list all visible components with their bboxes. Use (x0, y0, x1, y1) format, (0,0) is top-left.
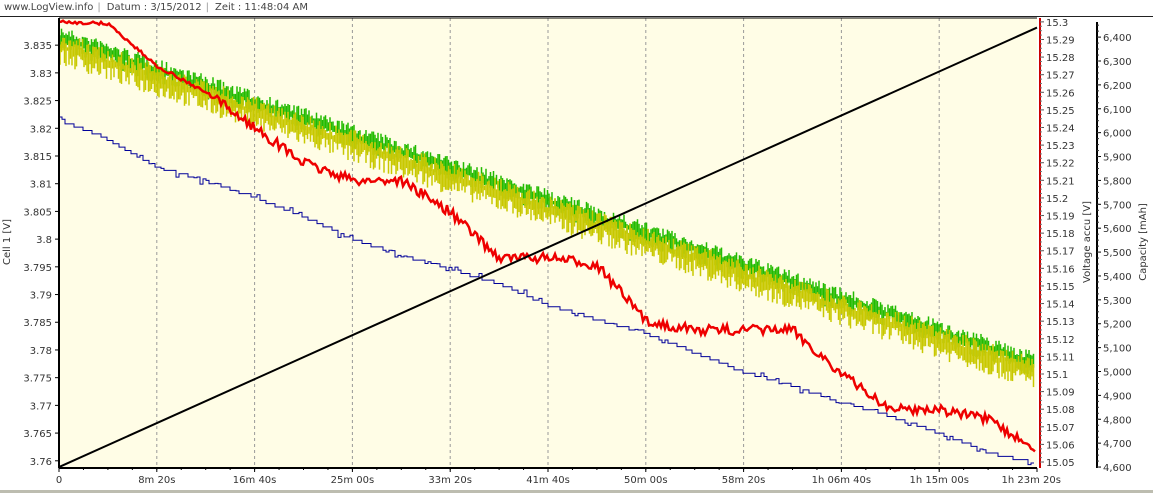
left-tick-label: 3.785 (23, 318, 52, 329)
left-axis-title: Cell 1 [V] (2, 219, 13, 265)
log-header: www.LogView.info | Datum : 3/15/2012 | Zeit … (0, 0, 1153, 17)
capacity-tick-label: 4,700 (1103, 439, 1132, 450)
capacity-tick-label: 6,200 (1103, 81, 1132, 92)
left-tick-label: 3.78 (30, 346, 52, 357)
capacity-tick-label: 5,900 (1103, 153, 1132, 164)
series-line (58, 26, 1038, 468)
capacity-tick-label: 6,400 (1103, 33, 1132, 44)
capacity-tick-label: 6,100 (1103, 105, 1132, 116)
voltage-tick-label: 15.26 (1046, 88, 1075, 99)
x-tick-label: 41m 40s (526, 475, 570, 486)
x-tick-label: 1h 06m 40s (812, 475, 871, 486)
x-tick-label: 58m 20s (722, 475, 766, 486)
left-tick-label: 3.835 (23, 41, 52, 52)
capacity-tick-label: 6,300 (1103, 57, 1132, 68)
x-tick-label: 50m 00s (624, 475, 668, 486)
left-tick-label: 3.805 (23, 207, 52, 218)
capacity-tick-label: 4,600 (1103, 463, 1132, 474)
capacity-tick-label: 5,400 (1103, 272, 1132, 283)
capacity-tick-label: 6,000 (1103, 129, 1132, 140)
voltage-tick-label: 15.13 (1046, 317, 1075, 328)
capacity-tick-label: 5,100 (1103, 344, 1132, 355)
voltage-tick-label: 15.3 (1046, 18, 1068, 29)
voltage-tick-label: 15.15 (1046, 282, 1075, 293)
voltage-tick-label: 15.29 (1046, 35, 1075, 46)
voltage-tick-label: 15.09 (1046, 388, 1075, 399)
voltage-tick-label: 15.12 (1046, 335, 1075, 346)
x-tick-label: 33m 20s (428, 475, 472, 486)
voltage-tick-label: 15.17 (1046, 247, 1075, 258)
voltage-tick-label: 15.08 (1046, 405, 1075, 416)
left-tick-label: 3.76 (30, 457, 52, 468)
x-tick-label: 1h 23m 20s (1002, 475, 1061, 486)
capacity-axis-title: Capacity [mAh] (1138, 203, 1149, 281)
x-tick-label: 25m 00s (331, 475, 375, 486)
left-tick-label: 3.81 (30, 180, 52, 191)
time-label: Zeit : 11:48:04 AM (215, 2, 308, 13)
left-tick-label: 3.82 (30, 124, 52, 135)
voltage-tick-label: 15.07 (1046, 423, 1075, 434)
left-tick-label: 3.83 (30, 69, 52, 80)
left-tick-label: 3.825 (23, 97, 52, 108)
series-1 (58, 37, 1038, 388)
voltage-tick-label: 15.23 (1046, 141, 1075, 152)
voltage-tick-label: 15.06 (1046, 440, 1075, 451)
voltage-axis-title: Voltage accu [V] (1082, 201, 1093, 283)
left-tick-label: 3.77 (30, 401, 52, 412)
capacity-tick-label: 5,000 (1103, 368, 1132, 379)
series-line (59, 116, 1034, 466)
voltage-tick-label: 15.28 (1046, 53, 1075, 64)
x-tick-label: 1h 15m 00s (909, 475, 968, 486)
voltage-tick-label: 15.05 (1046, 458, 1075, 469)
date-label: Datum : 3/15/2012 (106, 2, 202, 13)
capacity-tick-label: 5,600 (1103, 224, 1132, 235)
voltage-tick-label: 15.21 (1046, 176, 1075, 187)
left-tick-label: 3.8 (36, 235, 52, 246)
voltage-tick-label: 15.14 (1046, 300, 1075, 311)
voltage-tick-label: 15.25 (1046, 106, 1075, 117)
left-tick-label: 3.79 (30, 291, 52, 302)
site-label: www.LogView.info (4, 2, 94, 13)
left-tick-label: 3.815 (23, 152, 52, 163)
bottom-border (0, 490, 1153, 493)
voltage-tick-label: 15.18 (1046, 229, 1075, 240)
voltage-tick-label: 15.27 (1046, 71, 1075, 82)
x-tick-label: 16m 40s (233, 475, 277, 486)
series-line (58, 19, 1036, 453)
capacity-tick-label: 5,500 (1103, 248, 1132, 259)
x-tick-label: 8m 20s (138, 475, 175, 486)
voltage-tick-label: 15.19 (1046, 212, 1075, 223)
capacity-tick-label: 4,800 (1103, 415, 1132, 426)
voltage-tick-label: 15.11 (1046, 352, 1075, 363)
capacity-tick-label: 4,900 (1103, 391, 1132, 402)
voltage-tick-label: 15.16 (1046, 264, 1075, 275)
voltage-tick-label: 15.2 (1046, 194, 1068, 205)
voltage-tick-label: 15.24 (1046, 124, 1075, 135)
capacity-tick-label: 5,800 (1103, 176, 1132, 187)
capacity-tick-label: 5,300 (1103, 296, 1132, 307)
voltage-tick-label: 15.1 (1046, 370, 1068, 381)
capacity-tick-label: 5,200 (1103, 320, 1132, 331)
x-tick-label: 0 (56, 475, 62, 486)
series-3 (58, 116, 1038, 466)
capacity-tick-label: 5,700 (1103, 200, 1132, 211)
left-tick-label: 3.765 (23, 429, 52, 440)
left-tick-label: 3.795 (23, 263, 52, 274)
left-tick-label: 3.775 (23, 374, 52, 385)
voltage-tick-label: 15.22 (1046, 159, 1075, 170)
